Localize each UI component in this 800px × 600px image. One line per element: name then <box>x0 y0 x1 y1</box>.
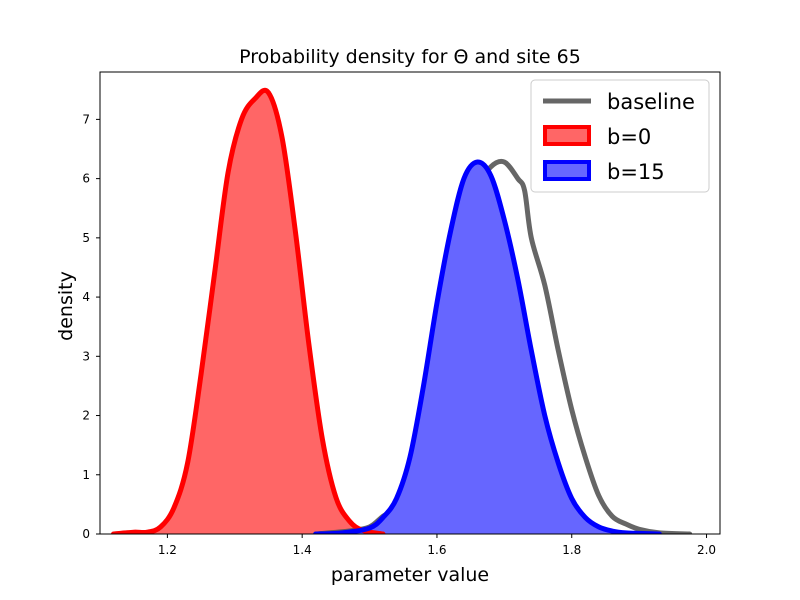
x-tick-label: 1.6 <box>427 543 446 557</box>
x-tick-label: 1.2 <box>158 543 177 557</box>
y-axis-label: density <box>55 271 77 341</box>
x-tick-label: 1.8 <box>562 543 581 557</box>
legend: baseline b=0 b=15 <box>530 79 710 193</box>
series-b-0-area <box>113 90 384 534</box>
legend-label-baseline: baseline <box>607 90 695 114</box>
y-tick-label: 0 <box>82 527 90 541</box>
y-tick-label: 5 <box>82 231 90 245</box>
series-b-0-line <box>110 87 386 534</box>
y-tick-label: 3 <box>82 349 90 363</box>
legend-swatch-b-15 <box>543 160 591 181</box>
plot-frame <box>99 71 721 535</box>
series-b-15-area <box>315 161 660 534</box>
legend-label-b-0: b=0 <box>607 125 651 149</box>
x-tick-label: 2.0 <box>697 543 716 557</box>
y-tick-label: 6 <box>82 172 90 186</box>
legend-swatch-b-0 <box>543 125 591 146</box>
x-axis-label: parameter value <box>331 564 489 586</box>
plot-area <box>110 87 693 534</box>
y-tick-label: 1 <box>82 468 90 482</box>
y-tick-label: 4 <box>82 290 90 304</box>
legend-label-b-15: b=15 <box>607 160 665 184</box>
axes: 1.2 1.4 1.6 1.8 2.0 0 1 2 3 4 5 6 7 <box>82 71 721 557</box>
series-b-15-line <box>313 159 662 534</box>
y-tick-label: 2 <box>82 409 90 423</box>
y-tick-label: 7 <box>82 112 90 126</box>
x-tick-label: 1.4 <box>293 543 312 557</box>
chart-title: Probability density for Θ and site 65 <box>239 46 581 68</box>
